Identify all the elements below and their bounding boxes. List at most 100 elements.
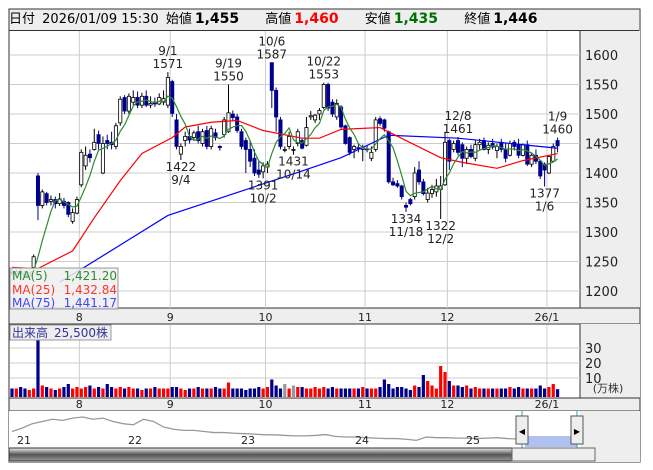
- navigator-year-label: 22: [128, 434, 142, 447]
- annotation-date: 9/4: [171, 173, 190, 187]
- annotation-price: 1461: [443, 122, 474, 136]
- volume-bar: [495, 388, 499, 397]
- annotation-date: 9/19: [215, 57, 242, 71]
- candle: [70, 208, 75, 224]
- candle: [399, 184, 404, 200]
- volume-bar: [274, 385, 278, 397]
- volume-bar: [71, 388, 75, 397]
- volume-bar: [335, 388, 339, 397]
- volume-bar: [391, 388, 395, 397]
- month-tick-label: 8: [76, 398, 83, 411]
- volume-bar: [491, 388, 495, 397]
- navigator-left-handle[interactable]: [515, 415, 529, 445]
- volume-bar: [447, 381, 451, 397]
- candle: [282, 146, 287, 153]
- price-tick-label: 1250: [585, 256, 618, 271]
- navigator-year-label: 23: [241, 434, 255, 447]
- low-value: 1,435: [393, 11, 439, 27]
- volume-bar: [40, 385, 44, 397]
- candle: [516, 138, 521, 159]
- volume-bar: [239, 388, 244, 397]
- annotation-date: 11/18: [389, 225, 424, 239]
- volume-bar: [482, 388, 486, 397]
- annotation-price: 1391: [248, 178, 279, 192]
- candle-body: [399, 185, 404, 197]
- candle: [425, 187, 430, 203]
- ma5-value: 1,421.20: [64, 269, 117, 283]
- navigator-left-arrow-icon: ◀: [519, 427, 526, 436]
- candle-body: [464, 148, 469, 159]
- candle: [373, 116, 378, 152]
- volume-bar: [75, 387, 79, 397]
- volume-bar: [231, 388, 235, 397]
- volume-bar: [265, 387, 270, 397]
- month-tick-label: 26/1: [535, 311, 560, 324]
- candle-body: [256, 169, 261, 175]
- volume-bar: [270, 379, 274, 397]
- candle: [191, 130, 196, 141]
- candle-body: [447, 140, 452, 162]
- volume-bar: [361, 387, 365, 397]
- candle: [248, 140, 253, 168]
- volume-bar: [452, 385, 456, 397]
- candle: [395, 180, 400, 188]
- candle: [230, 110, 235, 122]
- navigator-scrollbar-thumb[interactable]: [511, 447, 596, 462]
- candle-body: [235, 116, 240, 131]
- high-value: 1,460: [294, 11, 339, 27]
- candle: [100, 136, 105, 175]
- candle: [404, 202, 409, 212]
- volume-bar: [417, 387, 421, 397]
- volume-bar: [521, 388, 525, 397]
- volume-bar: [339, 388, 343, 397]
- candle: [92, 128, 97, 151]
- candle: [113, 122, 118, 150]
- candle: [157, 93, 162, 106]
- candle-body: [287, 136, 292, 147]
- volume-bar: [183, 390, 187, 397]
- candle-body: [330, 101, 335, 115]
- candle: [321, 82, 326, 110]
- volume-bar: [504, 388, 508, 397]
- candle-body: [477, 141, 482, 146]
- candle-body: [391, 181, 396, 186]
- volume-bar: [439, 366, 443, 397]
- volume-bar: [551, 384, 555, 397]
- volume-bar: [365, 388, 369, 397]
- high-label: 高値: [265, 12, 292, 27]
- price-tick-label: 1300: [585, 226, 618, 241]
- candle-body: [148, 102, 153, 106]
- candle-body: [35, 175, 40, 206]
- navigator-year-label: 24: [355, 434, 369, 447]
- volume-bar: [153, 387, 157, 397]
- annotation-price: 1553: [308, 68, 339, 82]
- candle: [35, 173, 40, 221]
- price-tick-label: 1400: [585, 167, 618, 182]
- month-tick-label: 9: [167, 398, 174, 411]
- low-label: 安値: [364, 12, 391, 27]
- navigator-right-handle[interactable]: [570, 415, 584, 445]
- volume-bar: [278, 388, 283, 397]
- volume-bar: [131, 388, 135, 397]
- volume-bar: [413, 385, 417, 397]
- volume-legend-label: 出来高: [12, 325, 48, 340]
- volume-bar: [222, 388, 226, 397]
- volume-bar: [109, 387, 114, 397]
- candle-body: [282, 148, 287, 151]
- volume-bar: [508, 387, 512, 397]
- volume-bar: [248, 388, 252, 397]
- annotation-date: 1/6: [535, 200, 554, 214]
- volume-bar: [157, 388, 161, 397]
- volume-bar: [426, 381, 430, 397]
- navigator-scrollbar-track[interactable]: [8, 447, 596, 462]
- volume-bar: [45, 387, 49, 397]
- volume-bar: [84, 387, 88, 397]
- candle-body: [334, 102, 339, 118]
- volume-bar: [499, 388, 503, 397]
- volume-bar: [118, 387, 122, 397]
- volume-legend: 出来高 25,500株: [9, 324, 112, 341]
- candle: [83, 146, 88, 171]
